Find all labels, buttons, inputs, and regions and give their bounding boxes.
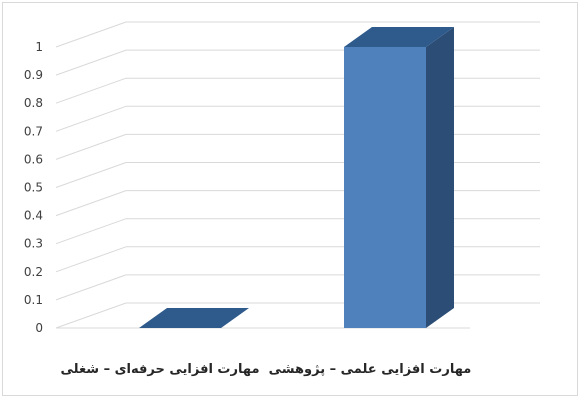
- gridlines: [55, 21, 540, 329]
- gridline: [55, 218, 540, 245]
- category-label: مهارت افزایی حرفه‌ای – شغلی: [60, 362, 259, 377]
- y-tick-label: 0.4: [24, 209, 43, 223]
- gridline: [55, 246, 540, 273]
- bar-side: [426, 27, 454, 328]
- gridline: [55, 77, 540, 104]
- gridline: [55, 21, 540, 48]
- x-axis-categories: مهارت افزایی علمی – پژوهشی مهارت افزایی ح…: [60, 362, 471, 377]
- y-tick-label: 0.1: [24, 293, 43, 307]
- y-tick-label: 0: [35, 321, 43, 335]
- gridline: [55, 49, 540, 76]
- gridline: [55, 105, 540, 132]
- y-tick-label: 0.2: [24, 265, 43, 279]
- y-tick-label: 0.5: [24, 181, 43, 195]
- bar-front: [344, 47, 426, 328]
- bars: [139, 27, 454, 328]
- y-axis-ticks: 0 0.1 0.2 0.3 0.4 0.5 0.6 0.7 0.8 0.9 1: [24, 40, 43, 335]
- bar: [139, 308, 249, 328]
- gridline: [55, 133, 540, 160]
- category-label: مهارت افزایی علمی – پژوهشی: [269, 362, 472, 377]
- y-tick-label: 0.6: [24, 152, 43, 166]
- gridline: [55, 162, 540, 188]
- gridline: [55, 302, 540, 329]
- y-tick-label: 0.3: [24, 237, 43, 251]
- bar: [344, 27, 454, 328]
- y-tick-label: 0.8: [24, 96, 43, 110]
- y-tick-label: 1: [35, 40, 43, 54]
- y-tick-label: 0.7: [24, 124, 43, 138]
- bar-top: [139, 308, 249, 328]
- gridline: [55, 190, 540, 217]
- y-tick-label: 0.9: [24, 68, 43, 82]
- chart-frame: [2, 2, 578, 396]
- gridline: [55, 274, 540, 301]
- bar-top: [344, 27, 454, 47]
